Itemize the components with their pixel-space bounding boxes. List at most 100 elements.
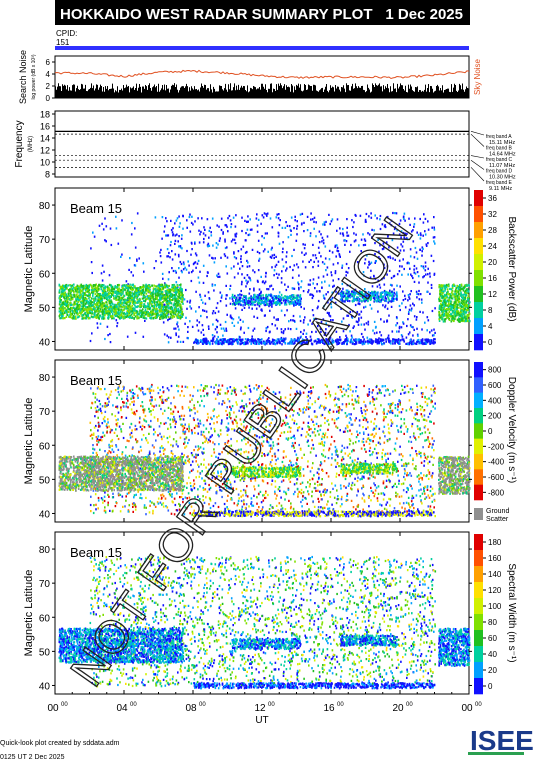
scatter-cell <box>382 242 385 245</box>
scatter-cell <box>346 234 348 237</box>
scatter-cell <box>281 258 284 261</box>
scatter-cell <box>174 222 176 225</box>
scatter-cell <box>379 218 381 221</box>
scatter-cell <box>266 325 269 329</box>
scatter-cell <box>321 236 324 239</box>
scatter-cell <box>433 273 436 276</box>
scatter-cell <box>415 318 418 321</box>
scatter-cell <box>136 300 139 303</box>
freq-band-leader <box>470 131 485 136</box>
scatter-cell <box>136 312 139 315</box>
scatter-cell <box>229 219 232 222</box>
scatter-cell <box>315 257 318 260</box>
scatter-cell <box>218 239 221 242</box>
scatter-cell <box>154 315 157 319</box>
scatter-cell <box>260 275 262 278</box>
scatter-cell <box>415 267 418 270</box>
scatter-cell <box>383 320 385 323</box>
scatter-cell <box>443 307 446 310</box>
scatter-cell <box>78 314 81 318</box>
scatter-cell <box>208 297 211 300</box>
scatter-cell <box>190 271 193 274</box>
scatter-cell <box>226 225 228 228</box>
scatter-cell <box>181 234 183 237</box>
scatter-cell <box>180 308 182 311</box>
scatter-cell <box>271 254 274 257</box>
scatter-cell <box>96 293 99 296</box>
scatter-cell <box>114 312 117 315</box>
scatter-cell <box>165 306 167 310</box>
scatter-cell <box>407 318 409 321</box>
scatter-cell <box>313 260 315 263</box>
scatter-cell <box>390 305 393 308</box>
scatter-cell <box>379 214 382 218</box>
scatter-cell <box>355 214 357 217</box>
scatter-cell <box>177 295 179 298</box>
scatter-cell <box>275 272 278 275</box>
scatter-cell <box>112 307 115 310</box>
scatter-cell <box>140 315 143 318</box>
scatter-cell <box>254 303 256 307</box>
scatter-cell <box>97 288 100 292</box>
scatter-cell <box>323 305 325 308</box>
scatter-cell <box>116 311 118 314</box>
scatter-cell <box>174 308 176 311</box>
scatter-cell <box>404 294 406 297</box>
scatter-cell <box>461 319 463 322</box>
scatter-cell <box>148 285 150 288</box>
scatter-cell <box>128 268 130 271</box>
scatter-cell <box>360 238 363 241</box>
scatter-cell <box>103 302 106 305</box>
scatter-cell <box>224 238 226 241</box>
scatter-cell <box>131 292 134 295</box>
scatter-cell <box>373 332 376 335</box>
scatter-cell <box>132 283 135 286</box>
scatter-cell <box>402 321 404 324</box>
scatter-cell <box>264 303 267 306</box>
scatter-cell <box>172 290 175 293</box>
scatter-cell <box>383 266 386 269</box>
scatter-cell <box>174 327 177 330</box>
scatter-cell <box>131 288 133 291</box>
scatter-cell <box>65 296 68 299</box>
scatter-cell <box>96 291 98 294</box>
scatter-cell <box>280 293 283 296</box>
scatter-cell <box>162 306 165 309</box>
scatter-cell <box>65 309 68 312</box>
scatter-cell <box>60 285 63 288</box>
scatter-cell <box>163 303 165 306</box>
scatter-cell <box>366 336 369 339</box>
scatter-cell <box>295 239 298 242</box>
scatter-cell <box>393 274 396 277</box>
scatter-cell <box>456 303 458 306</box>
scatter-cell <box>362 244 365 247</box>
scatter-cell <box>135 287 138 290</box>
scatter-cell <box>459 286 461 289</box>
scatter-cell <box>357 323 360 326</box>
scatter-cell <box>268 305 270 308</box>
scatter-cell <box>390 219 393 222</box>
scatter-cell <box>216 224 218 227</box>
scatter-cell <box>389 283 392 286</box>
scatter-cell <box>113 294 115 297</box>
scatter-cell <box>253 271 256 274</box>
scatter-cell <box>449 296 451 299</box>
scatter-cell <box>104 288 106 291</box>
scatter-cell <box>293 300 295 303</box>
scatter-cell <box>162 309 164 312</box>
scatter-cell <box>196 324 198 327</box>
scatter-cell <box>253 315 255 318</box>
scatter-cell <box>187 260 189 263</box>
scatter-cell <box>195 310 197 313</box>
scatter-cell <box>248 276 250 279</box>
scatter-cell <box>172 234 174 237</box>
scatter-cell <box>160 295 163 298</box>
scatter-cell <box>67 292 70 295</box>
scatter-cell <box>256 213 258 216</box>
scatter-cell <box>118 302 120 306</box>
scatter-cell <box>378 283 381 286</box>
scatter-cell <box>324 331 327 334</box>
scatter-cell <box>404 237 406 240</box>
scatter-cell <box>122 304 125 307</box>
